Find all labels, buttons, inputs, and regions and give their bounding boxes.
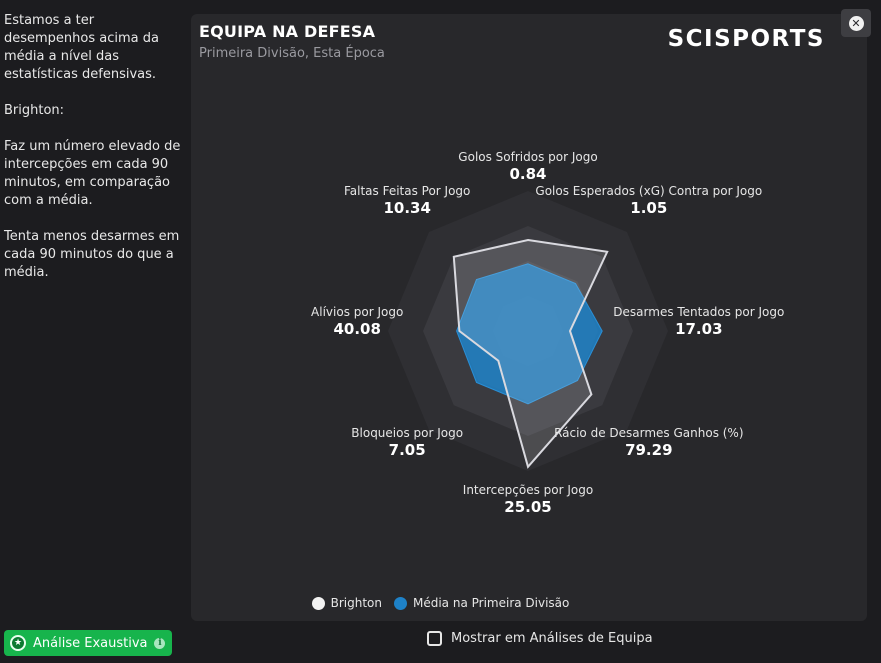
analysis-button-label: Análise Exaustiva	[33, 635, 148, 651]
axis-value: 0.84	[509, 165, 547, 183]
axis-label: Golos Sofridos por Jogo 0.84	[398, 150, 658, 184]
card-title: EQUIPA NA DEFESA	[199, 22, 376, 41]
axis-name: Golos Esperados (xG) Contra por Jogo	[535, 184, 763, 199]
analysis-button[interactable]: ★ Análise Exaustiva i	[4, 630, 173, 656]
axis-value: 40.08	[333, 320, 381, 338]
axis-label: Desarmes Tentados por Jogo 17.03	[569, 305, 829, 339]
show-in-team-analysis-label: Mostrar em Análises de Equipa	[451, 631, 653, 646]
radar-series	[452, 238, 609, 469]
insight-paragraph: Tenta menos desarmes em cada 90 minutos …	[4, 229, 180, 280]
axis-label: Bloqueios por Jogo 7.05	[277, 426, 537, 460]
axis-name: Golos Sofridos por Jogo	[458, 150, 598, 164]
axis-name: Rácio de Desarmes Ganhos (%)	[554, 425, 744, 440]
insight-paragraph: Faz um número elevado de intercepções em…	[4, 139, 181, 208]
insight-paragraph: Brighton:	[4, 103, 65, 118]
legend-item-brighton: Brighton	[311, 596, 382, 610]
axis-value: 17.03	[675, 320, 723, 338]
legend-label: Média na Primeira Divisão	[412, 596, 570, 610]
star-icon: ★	[10, 635, 26, 651]
axis-value: 25.05	[504, 498, 552, 516]
legend-dot-icon	[311, 596, 325, 610]
show-in-team-analysis-toggle[interactable]: Mostrar em Análises de Equipa	[427, 631, 653, 646]
close-icon: ✕	[848, 15, 864, 31]
axis-label: Rácio de Desarmes Ganhos (%) 79.29	[519, 426, 779, 460]
axis-value: 10.34	[383, 199, 431, 218]
axis-label: Intercepções por Jogo 25.05	[398, 483, 658, 517]
close-button[interactable]: ✕	[841, 9, 871, 37]
axis-label: Faltas Feitas Por Jogo 10.34	[277, 184, 537, 218]
legend-item-average: Média na Primeira Divisão	[393, 596, 570, 610]
chart-legend: Brighton Média na Primeira Divisão	[0, 596, 881, 610]
radar-series-brighton	[452, 238, 609, 469]
insights-panel: Estamos a ter desempenhos acima da média…	[4, 12, 184, 300]
axis-name: Faltas Feitas Por Jogo	[343, 184, 471, 199]
info-icon[interactable]: i	[154, 637, 166, 649]
axis-value: 1.05	[630, 199, 668, 218]
legend-dot-icon	[393, 596, 407, 610]
axis-value: 79.29	[625, 440, 673, 459]
checkbox-icon[interactable]	[427, 631, 442, 646]
axis-name: Alívios por Jogo	[311, 305, 404, 319]
card-subtitle: Primeira Divisão, Esta Época	[199, 46, 385, 61]
axis-value: 7.05	[388, 440, 426, 459]
axis-name: Desarmes Tentados por Jogo	[613, 305, 785, 319]
legend-label: Brighton	[330, 596, 382, 610]
axis-label: Alívios por Jogo 40.08	[227, 305, 487, 339]
brand-logo: SCISPORTS	[667, 26, 825, 52]
axis-name: Intercepções por Jogo	[462, 483, 594, 497]
axis-label: Golos Esperados (xG) Contra por Jogo 1.05	[519, 184, 779, 218]
axis-name: Bloqueios por Jogo	[351, 425, 464, 440]
insight-paragraph: Estamos a ter desempenhos acima da média…	[4, 13, 159, 82]
